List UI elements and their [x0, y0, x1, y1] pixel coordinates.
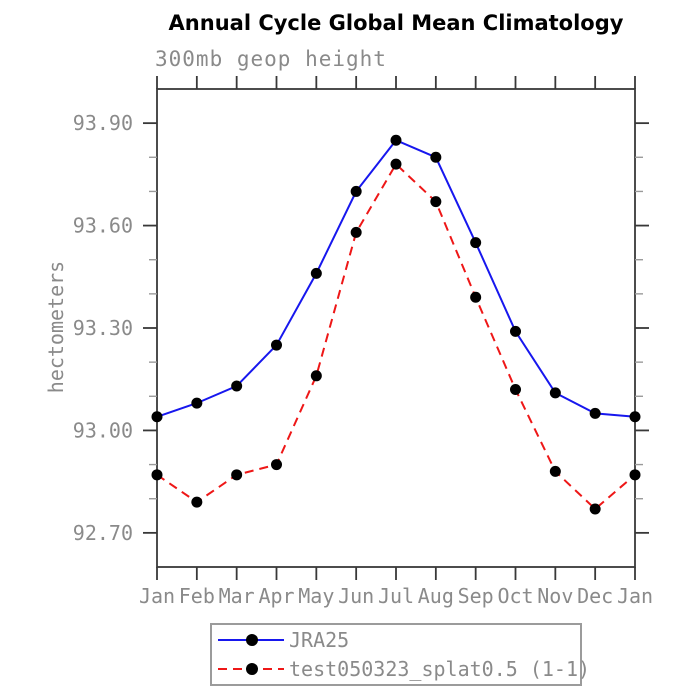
data-point-marker — [430, 196, 442, 208]
data-point-marker — [271, 459, 282, 471]
data-point-marker — [549, 465, 561, 477]
legend-sample-marker — [246, 663, 258, 676]
chart-subtitle: 300mb geop height — [155, 47, 387, 71]
data-point-marker — [589, 407, 601, 419]
data-point-marker — [191, 397, 203, 409]
x-tick-label: Jan — [139, 584, 175, 608]
y-tick-label: 92.70 — [73, 521, 133, 545]
data-point-marker — [629, 469, 641, 481]
series-line-jra25 — [156, 138, 636, 418]
data-point-marker — [350, 226, 362, 238]
y-tick-label: 93.60 — [73, 214, 133, 238]
data-point-marker — [629, 411, 641, 423]
y-tick-label: 93.00 — [73, 418, 133, 442]
x-tick-label: Jul — [378, 584, 414, 608]
x-tick-label: Feb — [179, 584, 215, 608]
x-tick-label: Jun — [338, 584, 374, 608]
legend-line-sample-dashed — [218, 663, 284, 676]
data-point-marker — [151, 411, 163, 423]
y-tick-label: 93.30 — [73, 316, 133, 340]
x-tick-label: Jan — [617, 584, 653, 608]
legend: JRA25 test050323_splat0.5 (1-1) — [210, 623, 590, 686]
x-tick-label: May — [298, 584, 334, 608]
data-point-marker — [549, 387, 561, 399]
data-point-marker — [390, 158, 402, 170]
x-tick-label: Oct — [497, 584, 533, 608]
data-point-marker — [151, 469, 163, 481]
data-point-marker — [470, 291, 482, 303]
data-point-marker — [350, 185, 362, 197]
data-point-marker — [310, 370, 322, 382]
data-point-marker — [510, 383, 521, 395]
x-tick-label: Aug — [418, 584, 454, 608]
legend-label-jra25: JRA25 — [289, 627, 350, 652]
data-point-marker — [589, 503, 601, 515]
data-point-marker — [430, 151, 442, 163]
data-point-marker — [231, 469, 243, 481]
data-point-marker — [310, 267, 322, 279]
data-point-marker — [191, 496, 203, 508]
x-tick-label: Apr — [258, 584, 294, 608]
legend-item-test: test050323_splat0.5 (1-1) — [216, 656, 590, 682]
data-point-marker — [470, 237, 482, 249]
chart-title: Annual Cycle Global Mean Climatology — [168, 11, 624, 35]
legend-label-test: test050323_splat0.5 (1-1) — [289, 657, 591, 682]
data-point-marker — [510, 325, 521, 337]
x-tick-label: Sep — [458, 584, 494, 608]
x-tick-label: Mar — [219, 584, 255, 608]
x-tick-label: Nov — [537, 584, 573, 608]
data-point-marker — [231, 380, 243, 392]
series-line-test — [156, 162, 636, 511]
data-point-marker — [390, 134, 402, 146]
data-point-marker — [271, 339, 282, 351]
legend-line-sample-solid — [218, 633, 284, 646]
legend-item-jra25: JRA25 — [216, 627, 580, 653]
x-tick-label: Dec — [577, 584, 613, 608]
legend-sample-marker — [246, 633, 258, 646]
y-tick-label: 93.90 — [73, 111, 133, 135]
